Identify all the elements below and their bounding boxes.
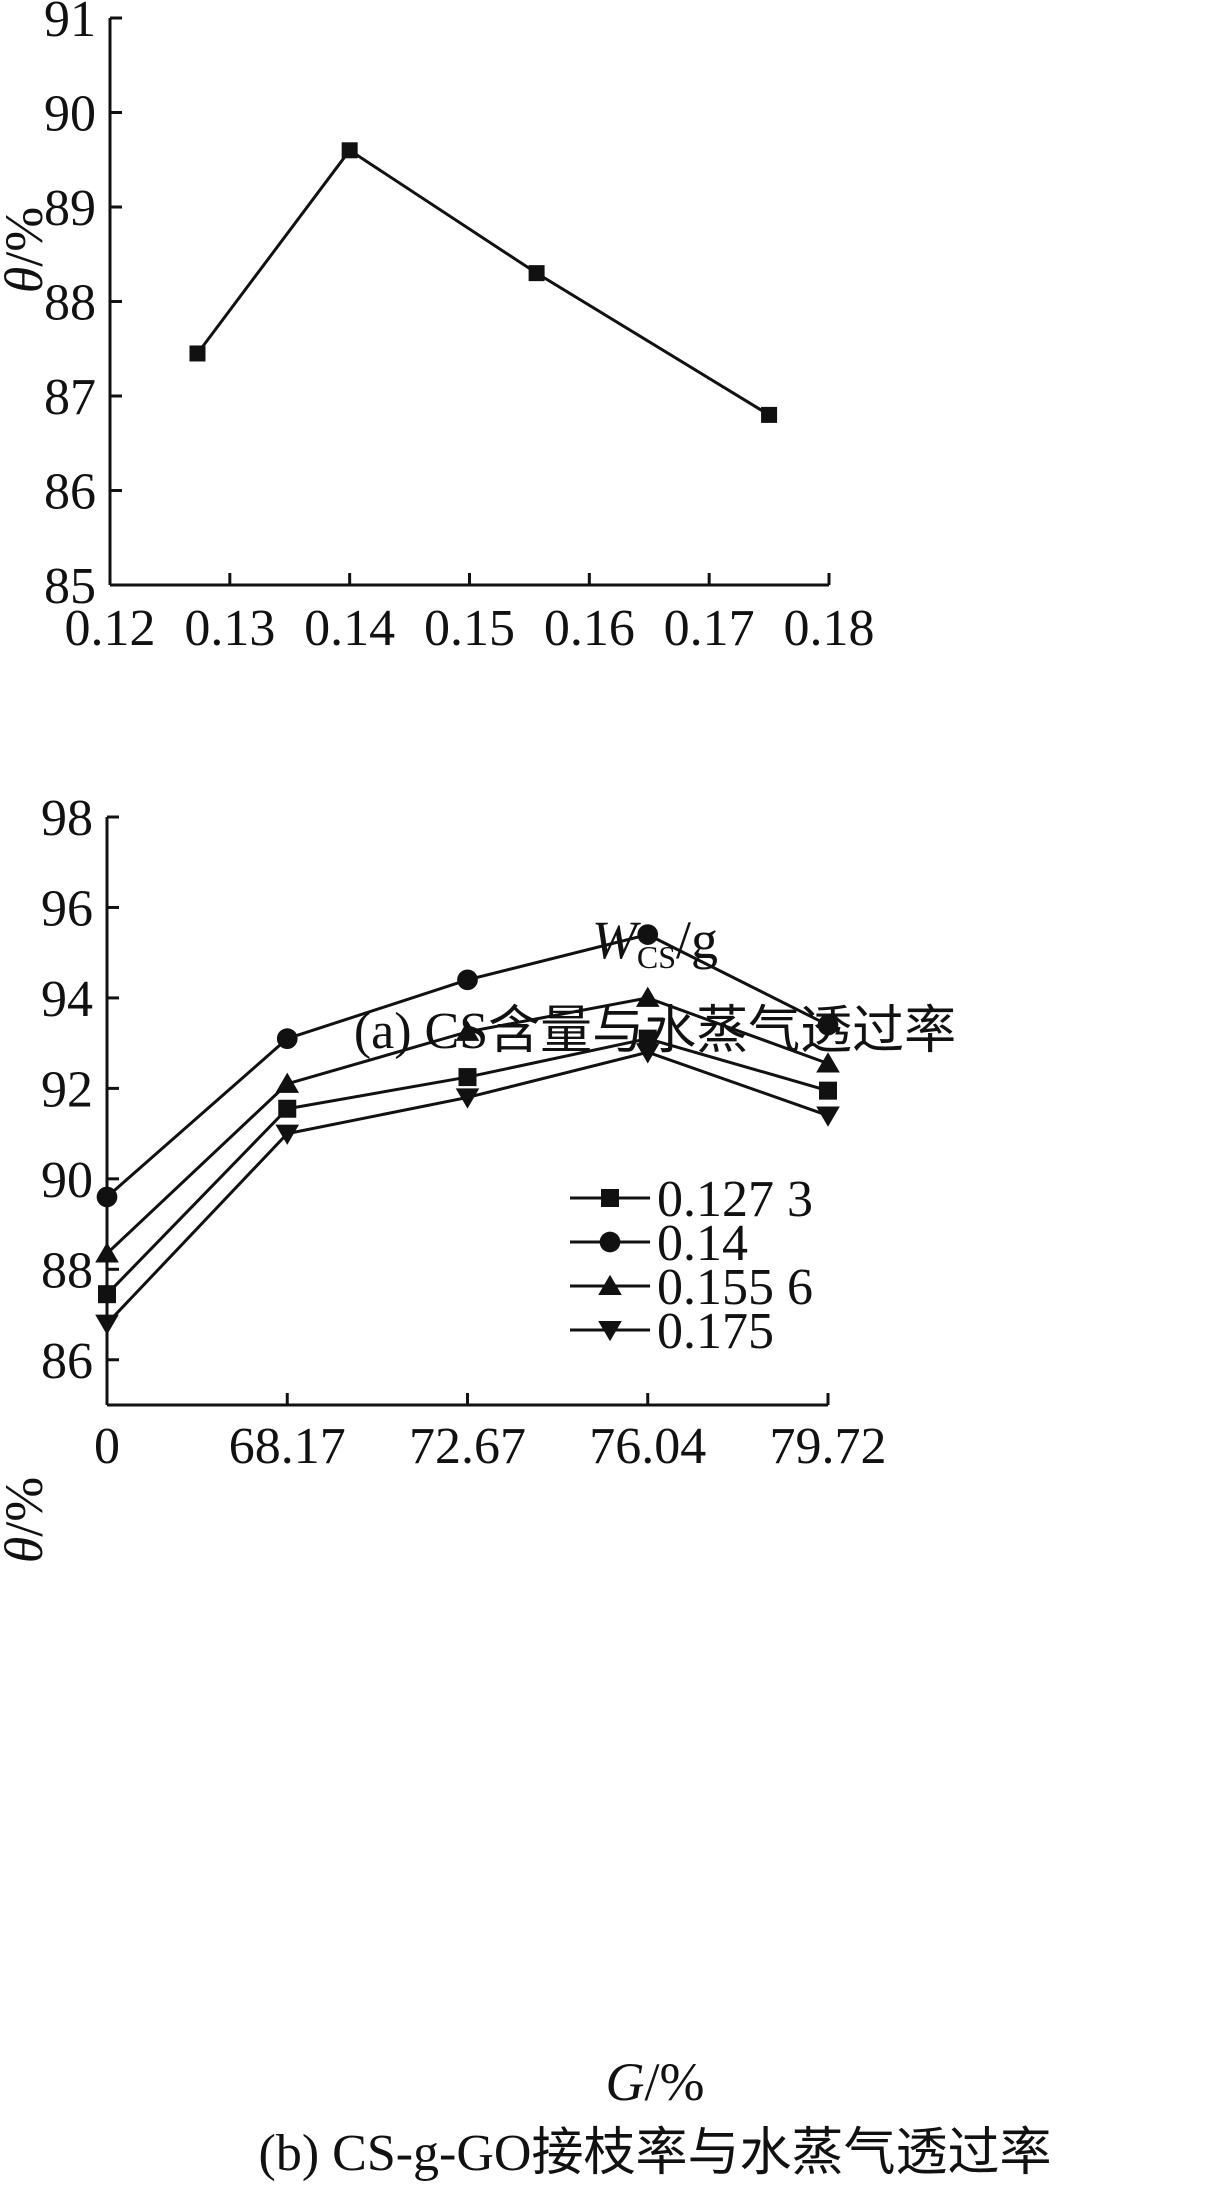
chart-b-data-point	[817, 1014, 839, 1036]
chart-b-data-point	[819, 1081, 837, 1100]
chart-b-y-tick-label: 98	[41, 790, 93, 847]
chart-b-y-tick-label: 88	[41, 1242, 93, 1299]
chart-b-data-point	[98, 1285, 116, 1304]
chart-a-axes	[108, 18, 829, 587]
chart-a-series-line	[196, 148, 770, 417]
chart-b-data-point	[95, 1314, 119, 1335]
chart-b-legend-label: 0.127 3	[657, 1171, 813, 1228]
chart-b-data-point	[96, 1186, 118, 1208]
chart-a-x-tick-label: 0.18	[784, 600, 875, 657]
chart-b-legend: 0.127 30.140.155 60.175	[570, 1171, 813, 1360]
chart-a-x-tick-label: 0.12	[65, 600, 156, 657]
chart-b-legend-label: 0.155 6	[657, 1259, 813, 1316]
chart-a-data-point	[761, 406, 778, 423]
chart-a-y-tick-label: 88	[44, 275, 96, 332]
chart-a-y-tick-label: 90	[44, 86, 96, 143]
chart-a-y-tick-label: 91	[44, 0, 96, 48]
chart-b-x-tick-label: 0	[94, 1418, 120, 1475]
chart-b-legend-marker	[601, 1189, 619, 1207]
chart-a: 85 86 87 88 89 90 91 0.12 0.13 0.14 0.15 0.16 0.17 0.…	[0, 0, 956, 1060]
chart-b-data-point	[275, 1072, 300, 1093]
chart-b-y-tick-label: 96	[41, 880, 93, 937]
chart-b-x-tick-label: 76.04	[589, 1418, 706, 1475]
chart-b-ticks: 86 88 90 92 94 96 98 0 68.17 72.67 76.04 79.72	[41, 790, 887, 1475]
chart-a-x-tick-label: 0.17	[664, 600, 755, 657]
chart-b-legend-label: 0.14	[657, 1215, 748, 1272]
chart-b-data-point	[638, 1029, 657, 1048]
chart-b-x-tick-label: 72.67	[409, 1418, 526, 1475]
chart-b-data-point	[275, 1124, 300, 1145]
chart-a-y-label-unit: /%	[0, 207, 54, 267]
chart-b-series	[95, 924, 840, 1335]
chart-b-caption: (b) CS-g-GO接枝率与水蒸气透过率	[259, 2125, 1052, 2182]
chart-a-x-tick-label: 0.13	[184, 600, 275, 657]
chart-a-x-tick-label: 0.15	[424, 600, 515, 657]
chart-a-ticks: 85 86 87 88 89 90 91 0.12 0.13 0.14 0.15 0.16 0.17 0.…	[44, 0, 875, 657]
chart-a-y-label-var: θ	[0, 267, 54, 294]
chart-b-data-point	[276, 1028, 298, 1049]
chart-b-y-label-var: θ	[0, 1537, 54, 1564]
chart-b-data-point	[95, 1242, 119, 1263]
chart-b-data-point	[816, 1052, 840, 1073]
chart-b-x-axis-label: G/%	[606, 2052, 705, 2112]
chart-b-y-tick-label: 86	[41, 1333, 93, 1390]
chart-a-data-point	[341, 142, 358, 159]
chart-b-x-label-unit: /%	[645, 2052, 705, 2112]
chart-b-data-point	[455, 1088, 480, 1109]
chart-a-y-tick-label: 89	[44, 180, 96, 237]
chart-b-data-point	[457, 969, 478, 991]
chart-b-x-tick-label: 79.72	[770, 1418, 887, 1475]
chart-b-y-axis-label: θ/%	[0, 1477, 54, 1564]
chart-a-data-point	[528, 265, 545, 282]
chart-b-y-tick-label: 94	[41, 971, 93, 1028]
chart-b-data-point	[637, 924, 659, 945]
chart-b-data-point	[635, 986, 660, 1007]
chart-b: 86 88 90 92 94 96 98 0 68.17 72.67 76.04 79.72 0.12…	[0, 790, 1051, 2182]
chart-b-data-point	[458, 1068, 477, 1087]
chart-a-data-point	[189, 345, 206, 362]
chart-b-legend-marker	[598, 1274, 622, 1295]
chart-b-legend-label: 0.175	[657, 1303, 774, 1360]
chart-a-x-tick-label: 0.14	[304, 600, 395, 657]
chart-b-legend-marker	[598, 1321, 622, 1342]
chart-b-x-label-var: G	[606, 2052, 645, 2112]
chart-b-y-tick-label: 92	[41, 1061, 93, 1118]
chart-b-data-point	[816, 1106, 840, 1127]
chart-b-y-tick-label: 90	[41, 1152, 93, 1209]
chart-a-y-tick-label: 87	[44, 369, 96, 426]
chart-a-series	[189, 142, 778, 423]
chart-a-x-label-var: W	[592, 910, 642, 970]
chart-a-y-axis-label: θ/%	[0, 207, 54, 294]
chart-a-y-tick-label: 85	[44, 558, 96, 615]
chart-a-y-tick-label: 86	[44, 464, 96, 521]
chart-b-y-label-unit: /%	[0, 1477, 54, 1537]
chart-b-data-point	[278, 1099, 297, 1118]
chart-b-x-tick-label: 68.17	[229, 1418, 346, 1475]
chart-b-legend-marker	[599, 1231, 621, 1253]
chart-a-x-tick-label: 0.16	[544, 600, 635, 657]
chart-b-data-point	[635, 1043, 660, 1064]
chart-b-data-point	[455, 1020, 480, 1041]
